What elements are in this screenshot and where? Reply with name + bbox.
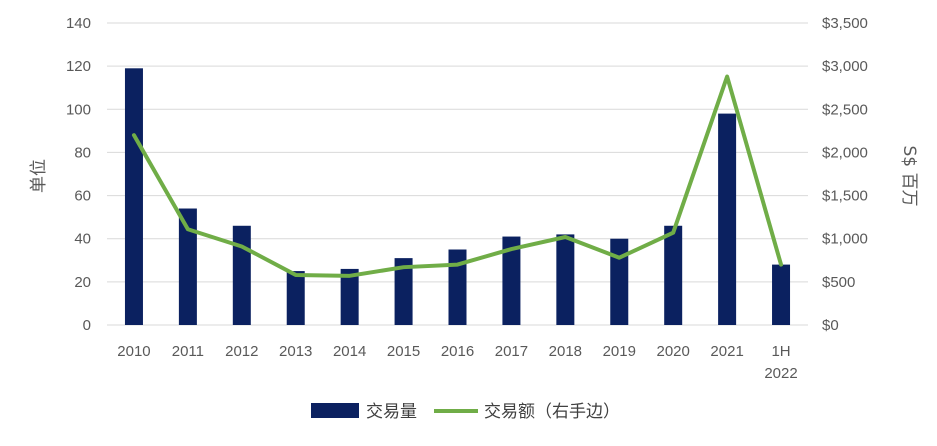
right-tick-label: $3,000	[822, 58, 868, 75]
left-tick-label: 100	[66, 101, 91, 118]
x-axis: 2010 2011 2012 2013 2014 2015 2016 2017 2018 2019…	[117, 343, 797, 382]
bar	[178, 208, 197, 325]
left-tick-label: 80	[74, 144, 91, 161]
bar	[610, 238, 629, 325]
legend-bar-label: 交易量	[366, 402, 417, 422]
right-axis: $0 $500 $1,000 $1,500 $2,000 $2,500 $3,000 $3,5…	[822, 15, 868, 334]
legend-bar-swatch	[311, 403, 359, 418]
bar	[772, 264, 791, 325]
series-line	[131, 74, 784, 278]
right-tick-label: $3,500	[822, 15, 868, 32]
right-tick-label: $1,000	[822, 231, 868, 248]
legend-line-label: 交易额（右手边）	[484, 402, 620, 422]
left-tick-label: 140	[66, 15, 91, 32]
x-tick-label: 2020	[657, 343, 690, 360]
x-tick-label: 2013	[279, 343, 312, 360]
x-tick-label: 2010	[117, 343, 150, 360]
line-series	[131, 74, 784, 278]
x-tick-label: 2016	[441, 343, 474, 360]
left-tick-label: 0	[83, 317, 91, 334]
x-tick-label: 2019	[603, 343, 636, 360]
x-tick-label: 2018	[549, 343, 582, 360]
left-axis-title: 单位	[29, 159, 49, 193]
left-tick-label: 60	[74, 188, 91, 205]
right-tick-label: $2,000	[822, 144, 868, 161]
legend: 交易量 交易额（右手边）	[311, 402, 620, 422]
bar	[394, 258, 413, 325]
right-tick-label: $0	[822, 317, 839, 334]
bar	[718, 113, 737, 325]
right-tick-label: $500	[822, 274, 855, 291]
x-tick-label: 2014	[333, 343, 366, 360]
x-tick-label: 2021	[710, 343, 743, 360]
x-tick-label: 2017	[495, 343, 528, 360]
left-tick-label: 40	[74, 231, 91, 248]
x-tick-label: 1H 2022	[764, 343, 797, 382]
bar	[502, 236, 521, 325]
x-tick-label: 2015	[387, 343, 420, 360]
bar	[556, 234, 575, 325]
x-tick-label: 2011	[172, 343, 204, 360]
bar	[286, 271, 305, 325]
bar	[448, 249, 467, 325]
bar	[232, 225, 251, 325]
bar	[664, 225, 683, 325]
left-tick-label: 120	[66, 58, 91, 75]
x-tick-label: 2012	[225, 343, 258, 360]
left-tick-label: 20	[74, 274, 91, 291]
right-axis-title: S$ 百万	[899, 145, 919, 206]
right-tick-label: $2,500	[822, 101, 868, 118]
bar-series	[124, 68, 791, 326]
bar	[124, 68, 143, 326]
bar	[340, 268, 359, 325]
left-axis: 0 20 40 60 80 100 120 140	[66, 15, 91, 334]
watermark: 知乎 @新加坡合登集团	[627, 398, 854, 423]
right-tick-label: $1,500	[822, 188, 868, 205]
